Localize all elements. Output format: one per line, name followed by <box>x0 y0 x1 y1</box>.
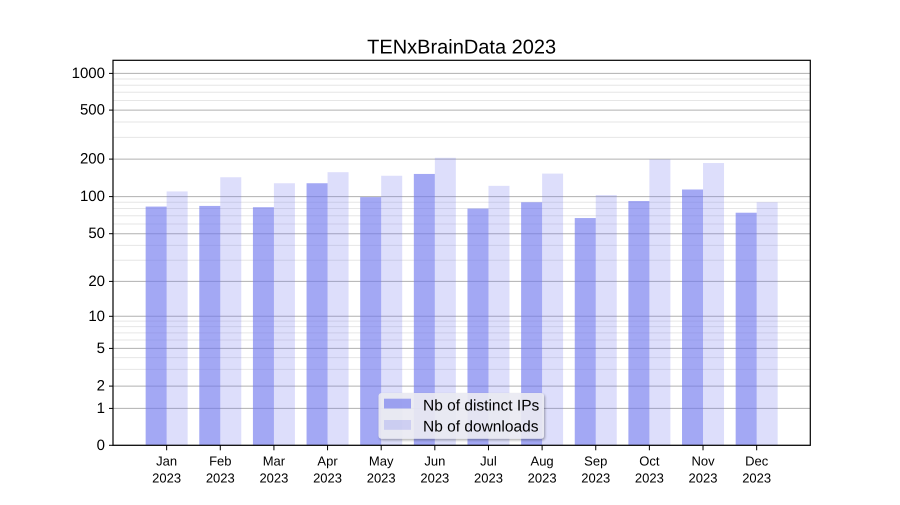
svg-text:200: 200 <box>80 151 105 168</box>
svg-text:Jul: Jul <box>480 453 497 468</box>
svg-text:2023: 2023 <box>206 470 235 485</box>
svg-text:2023: 2023 <box>152 470 181 485</box>
svg-text:Nb of downloads: Nb of downloads <box>423 419 539 436</box>
svg-text:Oct: Oct <box>639 453 660 468</box>
svg-text:2023: 2023 <box>689 470 718 485</box>
svg-text:Jun: Jun <box>424 453 445 468</box>
svg-text:2023: 2023 <box>474 470 503 485</box>
svg-text:2023: 2023 <box>528 470 557 485</box>
svg-text:20: 20 <box>88 273 105 290</box>
svg-text:Feb: Feb <box>209 453 231 468</box>
svg-text:2: 2 <box>97 378 105 395</box>
svg-text:5: 5 <box>97 340 105 357</box>
svg-text:Apr: Apr <box>317 453 338 468</box>
svg-text:Dec: Dec <box>745 453 769 468</box>
svg-text:Sep: Sep <box>584 453 607 468</box>
svg-text:1000: 1000 <box>72 65 105 82</box>
svg-text:100: 100 <box>80 188 105 205</box>
svg-text:50: 50 <box>88 225 105 242</box>
svg-text:2023: 2023 <box>313 470 342 485</box>
svg-text:10: 10 <box>88 308 105 325</box>
svg-text:2023: 2023 <box>742 470 771 485</box>
svg-text:Jan: Jan <box>156 453 177 468</box>
svg-text:Nov: Nov <box>691 453 715 468</box>
svg-text:2023: 2023 <box>259 470 288 485</box>
svg-text:1: 1 <box>97 400 105 417</box>
svg-text:0: 0 <box>97 437 105 454</box>
svg-text:2023: 2023 <box>420 470 449 485</box>
svg-text:2023: 2023 <box>367 470 396 485</box>
svg-text:500: 500 <box>80 102 105 119</box>
svg-text:May: May <box>369 453 394 468</box>
svg-text:Mar: Mar <box>263 453 286 468</box>
svg-text:2023: 2023 <box>581 470 610 485</box>
svg-text:Nb of distinct IPs: Nb of distinct IPs <box>423 397 540 414</box>
svg-text:Aug: Aug <box>531 453 554 468</box>
svg-text:2023: 2023 <box>635 470 664 485</box>
svg-text:TENxBrainData 2023: TENxBrainData 2023 <box>367 37 556 59</box>
